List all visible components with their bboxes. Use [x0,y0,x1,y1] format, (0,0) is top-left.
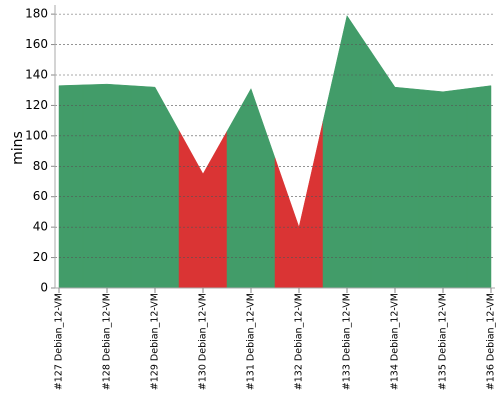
y-tick-label: 100 [25,128,48,142]
y-tick-label: 20 [33,250,48,264]
y-tick-label: 60 [33,189,48,203]
y-axis-label: mins [10,131,26,165]
area-segment [322,15,372,289]
x-tick-label: #130 Debian_12-VM [198,293,209,390]
x-tick-label: #128 Debian_12-VM [102,293,113,390]
x-tick-label: #133 Debian_12-VM [342,293,353,390]
y-tick-label: 80 [33,159,48,173]
area-segment [370,50,420,289]
y-tick-label: 0 [40,281,48,295]
x-tick-label: #134 Debian_12-VM [390,293,401,390]
x-tick-label: #136 Debian_12-VM [486,293,497,390]
area-segment [178,129,228,289]
x-tick-label: #135 Debian_12-VM [438,293,449,390]
y-tick-label: 120 [25,98,48,112]
y-tick-label: 40 [33,220,48,234]
area-segment [226,88,276,289]
y-tick-label: 180 [25,7,48,21]
x-tick-label: #131 Debian_12-VM [246,293,257,390]
x-tick-label: #129 Debian_12-VM [150,293,161,390]
x-tick-label: #132 Debian_12-VM [294,293,305,390]
x-tick-label: #127 Debian_12-VM [54,293,65,390]
area-segment [418,88,468,289]
y-tick-label: 160 [25,37,48,51]
y-tick-label: 140 [25,67,48,81]
area-segment [274,121,324,289]
